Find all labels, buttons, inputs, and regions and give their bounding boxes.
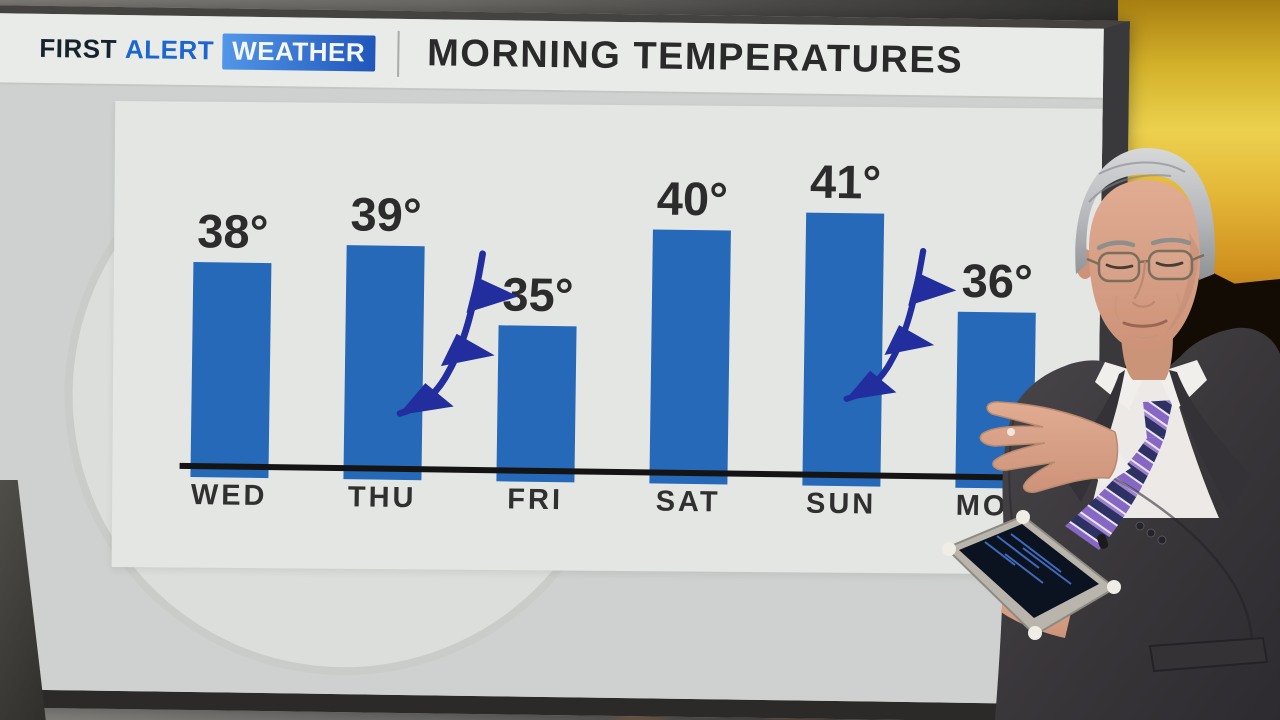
bar-group: 38° WED [161,87,299,694]
bar-value-label: 38° [196,204,269,259]
presenter-head [1075,148,1216,380]
bar-value-label: 39° [350,187,423,242]
chart-stage: 38° WED 39° THU 35° FRI 40° SAT 41° SUN … [0,84,1103,705]
first-alert-weather-logo: FIRST ALERT WEATHER [39,30,376,72]
bar-value-label: 41° [809,154,882,209]
cold-front-icon [843,247,957,402]
bar-day-label: THU [347,481,417,515]
temperature-bar [649,229,731,485]
bar-day-label: WED [190,479,268,513]
header-separator [396,30,400,77]
weather-presenter [942,148,1280,720]
bar-day-label: SUN [805,487,877,521]
glasses-icon [1086,249,1205,283]
lapel-mic [1097,533,1109,549]
logo-alert: ALERT [124,34,215,66]
bar-day-label: SAT [655,485,721,519]
presenter-pointing-hand [979,401,1131,493]
presenter-suit [995,327,1280,720]
bar-day-label: FRI [507,483,564,517]
logo-weather-badge: WEATHER [221,32,376,72]
bar-value-label: 40° [656,171,729,226]
logo-first: FIRST [39,32,118,64]
temperature-bar [190,262,272,479]
bar-group: 40° SAT [620,93,758,700]
page-title: MORNING TEMPERATURES [426,32,964,82]
cold-front-icon [396,250,519,417]
presenter-tablet [942,510,1121,640]
weather-wall-monitor: FIRST ALERT WEATHER MORNING TEMPERATURES… [0,5,1130,720]
